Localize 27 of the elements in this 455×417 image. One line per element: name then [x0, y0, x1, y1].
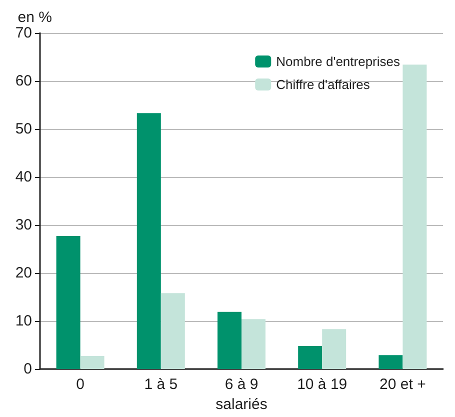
- bar: [322, 329, 346, 369]
- x-tick-label: 20 et +: [380, 376, 426, 393]
- bar: [242, 319, 266, 369]
- y-tick-label: 10: [15, 312, 32, 330]
- bar: [218, 312, 242, 369]
- y-tick-label: 40: [15, 168, 32, 186]
- bar: [80, 356, 104, 369]
- x-tick-label: 1 à 5: [144, 376, 178, 393]
- bar: [402, 64, 427, 369]
- legend-label: Chiffre d'affaires: [276, 77, 370, 92]
- bar: [56, 236, 80, 369]
- x-tick-label: 0: [76, 376, 84, 393]
- y-axis-title: en %: [18, 9, 52, 26]
- y-tick-label: 30: [15, 216, 32, 234]
- bar: [160, 293, 185, 369]
- y-tick-label: 0: [24, 360, 32, 378]
- bar: [298, 346, 322, 369]
- y-tick-label: 70: [15, 24, 32, 42]
- legend-label: Nombre d'entreprises: [276, 54, 400, 69]
- y-tick-label: 50: [15, 120, 32, 138]
- y-tick-label: 60: [15, 72, 32, 90]
- x-axis-title: salariés: [216, 396, 268, 413]
- y-tick-label: 20: [15, 264, 32, 282]
- x-tick-label: 10 à 19: [297, 376, 348, 393]
- x-tick-label: 6 à 9: [224, 376, 258, 393]
- bar: [378, 355, 403, 369]
- bar: [136, 113, 161, 369]
